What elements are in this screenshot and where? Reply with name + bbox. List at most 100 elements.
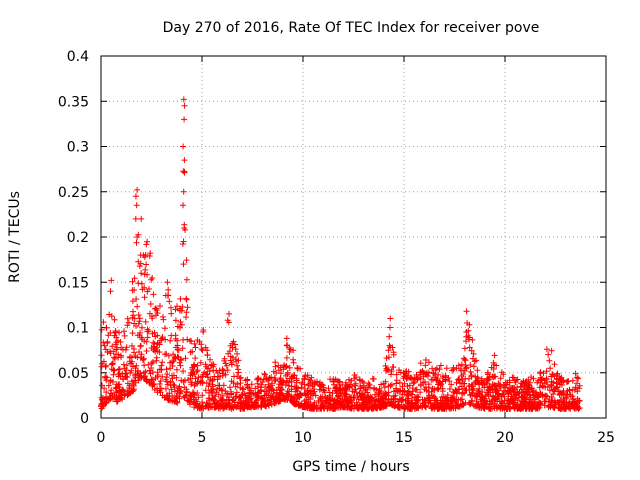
data-point [194,362,201,369]
data-point [488,400,495,407]
data-point [98,326,105,333]
data-point [130,312,137,319]
data-point [382,403,389,410]
data-point [118,392,125,399]
data-point [111,316,118,323]
data-point [173,366,180,373]
data-point [174,303,180,310]
data-point [114,337,121,344]
data-point [574,380,580,387]
data-point [283,354,290,361]
data-point [499,404,506,411]
data-point [428,376,435,383]
data-point [236,394,243,401]
data-point [372,402,379,409]
data-point [101,342,108,349]
data-point [288,375,295,382]
data-point [108,313,115,320]
data-point [170,358,177,365]
data-point [460,401,467,408]
data-point [463,308,470,315]
data-point [431,401,438,408]
data-point [267,394,274,401]
data-point [200,405,207,412]
data-point [353,374,359,381]
data-point [514,376,521,383]
data-point [113,388,120,395]
data-point [239,385,246,392]
data-point [177,362,184,369]
data-point [332,384,339,391]
data-point [357,385,364,391]
data-point [215,382,221,389]
data-point [290,356,297,363]
data-point [171,384,178,391]
data-point [381,392,388,399]
data-point [180,378,187,385]
data-point [121,332,128,339]
x-axis: 0 5 10 15 20 25 [97,56,615,446]
data-point [285,382,292,389]
data-point [468,347,475,354]
grid-lines [101,56,606,418]
data-point [174,398,181,405]
data-point [271,375,278,382]
data-point [183,296,190,303]
data-point [167,365,174,372]
data-point [435,371,442,378]
data-point [189,371,196,378]
data-point [305,381,312,388]
data-point [540,383,547,390]
data-point [129,298,136,305]
data-point [213,386,220,393]
y-axis: 0 0.05 0.1 0.15 0.2 0.25 0.3 0.35 0.4 [58,49,606,427]
data-point [301,375,308,382]
data-point [149,315,156,322]
data-point [102,363,109,370]
data-point [319,401,326,408]
data-point [235,357,242,364]
data-point [360,400,367,407]
data-point [368,394,375,401]
data-point [572,384,579,391]
data-point [518,394,525,401]
data-point [486,386,493,393]
data-point [99,360,106,367]
data-point [450,388,457,395]
data-point [410,402,417,409]
data-point [191,361,198,368]
data-point [542,398,549,405]
data-point [279,381,286,388]
data-point [387,315,394,322]
data-point [148,360,155,367]
data-point [485,393,492,400]
data-point [112,384,119,391]
data-point [560,389,567,396]
data-point [122,373,129,380]
data-point [388,371,394,378]
data-point [275,398,282,405]
data-point [478,398,484,405]
data-point [443,405,450,412]
data-point [336,387,343,393]
data-point [455,376,462,383]
data-point [479,394,486,401]
data-point [189,379,195,386]
data-point [415,404,422,411]
data-point [191,382,198,389]
data-point [226,400,233,407]
data-point [432,366,439,373]
data-point [145,361,152,368]
data-point [150,339,157,346]
data-point [142,266,149,273]
y-tick-label: 0.4 [67,49,89,65]
data-point [107,377,114,384]
data-point [283,335,290,342]
data-point [107,350,114,357]
data-point [428,405,435,412]
data-point [107,288,114,295]
data-point [250,404,257,411]
data-point [535,393,542,400]
data-point [209,361,215,368]
data-point [111,355,118,362]
